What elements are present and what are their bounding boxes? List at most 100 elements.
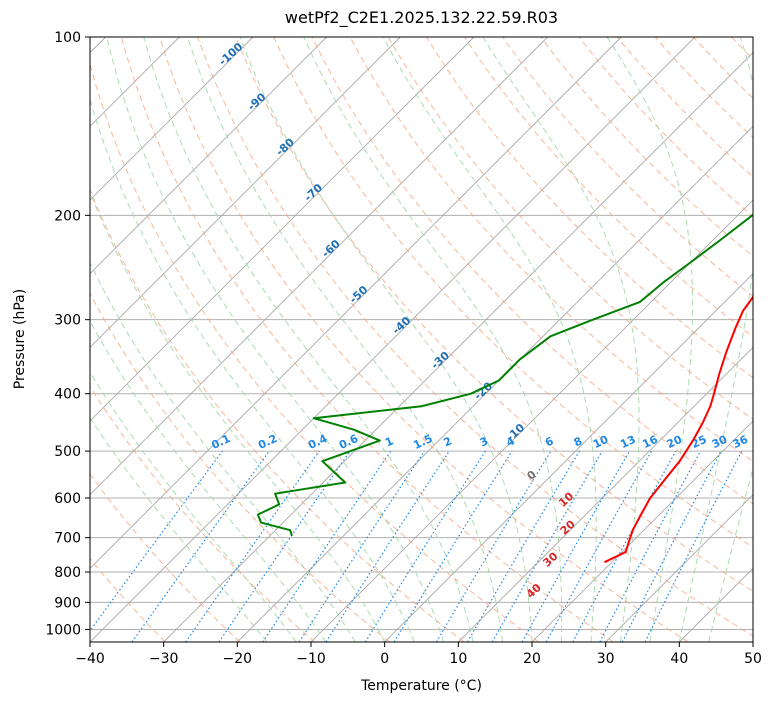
mixing-ratio-label: 13 (618, 433, 637, 451)
moist-adiabat-line (90, 190, 386, 642)
dewpoint-profile-line (256, 213, 753, 537)
moist-adiabat-label: 40 (524, 581, 544, 601)
dry-adiabat-line (425, 37, 753, 379)
y-axis-label: Pressure (hPa) (12, 288, 28, 390)
dry-adiabat-line (692, 37, 753, 99)
y-tick-label: 400 (54, 387, 81, 403)
x-tick-label: −30 (149, 651, 179, 667)
mixing-ratio-label: 3 (478, 434, 490, 449)
moist-adiabat-line (187, 37, 504, 642)
mixing-ratio-line (218, 450, 351, 642)
moist-adiabat-line (708, 465, 753, 642)
moist-adiabat-label: 0 (524, 468, 539, 483)
mixing-ratio-line (90, 450, 223, 632)
dry-adiabat-line (90, 62, 540, 642)
isotherm-line (458, 346, 753, 642)
dry-adiabat-line (235, 37, 753, 592)
moist-adiabat-line (678, 37, 753, 642)
mixing-ratio-label: 1 (383, 434, 395, 449)
mixing-ratio-line (545, 450, 653, 642)
dry-adiabat-label: -90 (245, 90, 269, 113)
mixing-ratio-label: 8 (572, 434, 584, 449)
dry-adiabat-line (654, 37, 753, 139)
moist-adiabat-line (143, 37, 474, 642)
isotherm-line (90, 37, 401, 348)
isotherm-line (163, 52, 753, 642)
dry-adiabat-label: -50 (347, 283, 371, 306)
mixing-ratio-label: 20 (665, 433, 685, 451)
dry-adiabat-line (273, 37, 753, 548)
dry-adiabat-line (90, 385, 316, 642)
mixing-ratio-label: 2 (442, 434, 454, 449)
mixing-ratio-line (364, 450, 486, 642)
mixing-ratio-line (572, 450, 677, 642)
isotherm-line (605, 494, 753, 642)
mixing-ratio-label: 0.4 (306, 432, 329, 452)
x-tick-label: 40 (670, 651, 688, 667)
isotherm-line (90, 37, 327, 275)
moist-adiabat-line (90, 371, 297, 642)
x-tick-label: 10 (449, 651, 467, 667)
x-tick-label: −20 (223, 651, 253, 667)
mixing-ratio-label: 16 (640, 433, 660, 451)
moist-adiabat-line (482, 37, 640, 642)
x-tick-label: −10 (296, 651, 326, 667)
temperature-profile-line (604, 295, 753, 564)
moist-adiabat-label: 10 (556, 489, 576, 509)
mixing-ratio-line (298, 450, 425, 642)
dry-adiabat-line (502, 37, 753, 298)
y-tick-label: 1000 (45, 622, 81, 638)
mixing-ratio-line (644, 450, 743, 642)
y-tick-label: 900 (54, 595, 81, 611)
dry-adiabat-label: -100 (216, 40, 245, 68)
dry-adiabat-label: -70 (302, 181, 326, 204)
y-tick-label: 600 (54, 491, 81, 507)
mixing-ratio-line (185, 450, 320, 642)
dry-adiabat-line (90, 292, 390, 642)
mixing-ratio-line (393, 450, 513, 642)
mixing-ratio-line (262, 450, 392, 642)
mixing-ratio-label: 10 (591, 433, 611, 451)
isotherm-line (90, 37, 696, 642)
plot-frame (89, 36, 754, 643)
isotherm-line (310, 199, 753, 642)
mixing-ratio-line (599, 450, 702, 642)
isotherm-line (384, 273, 753, 642)
moist-adiabat-line (606, 37, 694, 642)
moist-adiabat-line (90, 261, 356, 642)
isotherm-line (90, 37, 254, 201)
moist-adiabat-label: 20 (558, 517, 578, 537)
mixing-ratio-label: 30 (710, 433, 730, 451)
dry-adiabat-line (464, 37, 753, 338)
isotherm-line (752, 641, 753, 642)
dry-adiabat-line (197, 37, 753, 637)
mixing-ratio-line (466, 450, 580, 642)
y-tick-label: 500 (54, 444, 81, 460)
y-tick-label: 700 (54, 531, 81, 547)
dry-adiabat-line (311, 37, 753, 505)
dry-adiabat-label: -30 (429, 349, 453, 372)
dry-adiabat-line (578, 37, 753, 218)
chart-title: wetPf2_C2E1.2025.132.22.59.R03 (284, 8, 559, 27)
isotherm-line (90, 37, 622, 569)
y-tick-label: 300 (54, 313, 81, 329)
mixing-ratio-line (131, 450, 270, 642)
dry-adiabat-label: -40 (390, 314, 414, 337)
moist-adiabat-line (239, 37, 533, 642)
y-tick-label: 200 (54, 208, 81, 224)
mixing-ratio-line (521, 450, 631, 642)
isotherm-line (90, 37, 548, 496)
x-axis-label: Temperature (°C) (361, 678, 482, 694)
dry-adiabat-label: -80 (273, 135, 297, 158)
dry-adiabat-line (159, 37, 689, 642)
x-tick-label: 30 (597, 651, 615, 667)
moist-adiabat-line (303, 37, 563, 642)
mixing-ratio-label: 1.5 (411, 432, 434, 452)
x-tick-label: 0 (380, 651, 389, 667)
mixing-ratio-label: 6 (543, 434, 556, 449)
dry-adiabat-line (90, 473, 241, 642)
isotherm-line (237, 125, 753, 642)
isotherm-line (679, 567, 753, 642)
dry-adiabat-line (120, 37, 614, 642)
